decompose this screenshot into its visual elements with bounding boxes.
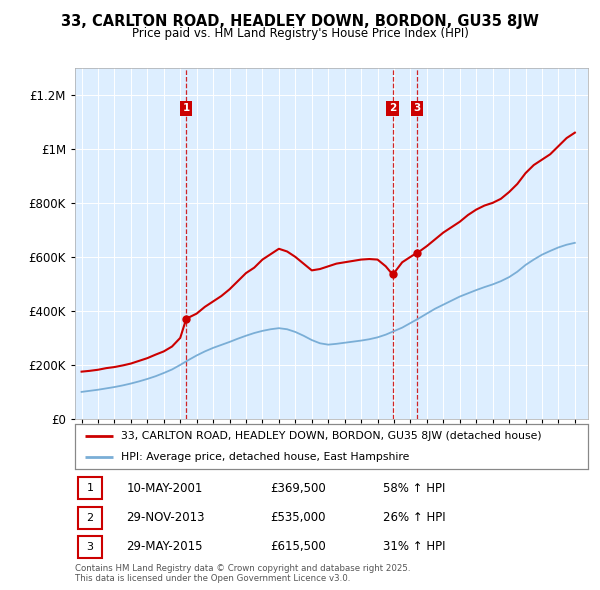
Text: 10-MAY-2001: 10-MAY-2001 (127, 482, 203, 495)
Text: 29-MAY-2015: 29-MAY-2015 (127, 540, 203, 553)
Text: £615,500: £615,500 (270, 540, 326, 553)
Text: £535,000: £535,000 (270, 511, 325, 525)
Text: 26% ↑ HPI: 26% ↑ HPI (383, 511, 445, 525)
Text: 58% ↑ HPI: 58% ↑ HPI (383, 482, 445, 495)
Text: 33, CARLTON ROAD, HEADLEY DOWN, BORDON, GU35 8JW (detached house): 33, CARLTON ROAD, HEADLEY DOWN, BORDON, … (121, 431, 542, 441)
Text: 3: 3 (86, 542, 94, 552)
Text: 1: 1 (86, 483, 94, 493)
FancyBboxPatch shape (77, 536, 102, 558)
FancyBboxPatch shape (77, 477, 102, 499)
Text: 31% ↑ HPI: 31% ↑ HPI (383, 540, 445, 553)
Text: Contains HM Land Registry data © Crown copyright and database right 2025.
This d: Contains HM Land Registry data © Crown c… (75, 563, 410, 583)
Text: 2: 2 (86, 513, 94, 523)
Text: 1: 1 (182, 103, 190, 113)
Text: 29-NOV-2013: 29-NOV-2013 (127, 511, 205, 525)
Text: 3: 3 (413, 103, 421, 113)
Text: 2: 2 (389, 103, 396, 113)
Text: £369,500: £369,500 (270, 482, 326, 495)
Text: HPI: Average price, detached house, East Hampshire: HPI: Average price, detached house, East… (121, 452, 410, 462)
FancyBboxPatch shape (77, 507, 102, 529)
Text: 33, CARLTON ROAD, HEADLEY DOWN, BORDON, GU35 8JW: 33, CARLTON ROAD, HEADLEY DOWN, BORDON, … (61, 14, 539, 28)
Text: Price paid vs. HM Land Registry's House Price Index (HPI): Price paid vs. HM Land Registry's House … (131, 27, 469, 40)
